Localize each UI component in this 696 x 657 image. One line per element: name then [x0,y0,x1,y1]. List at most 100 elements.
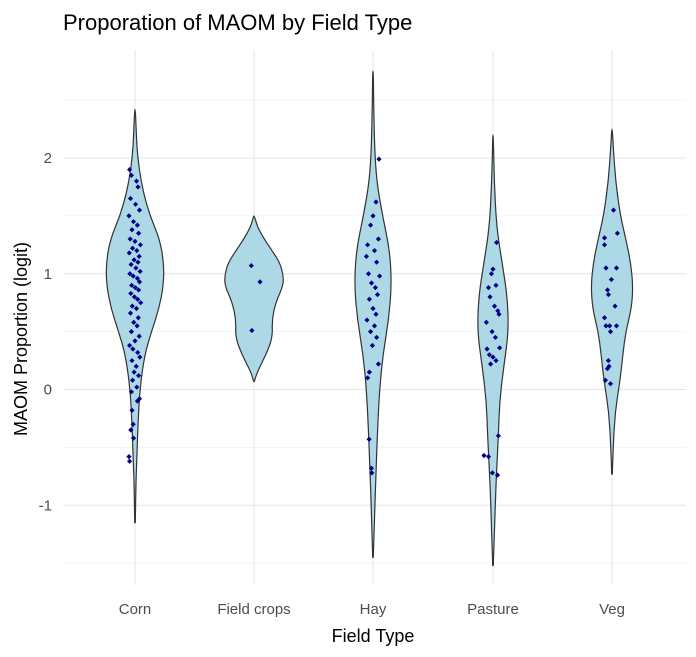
data-point [126,213,132,219]
data-point [132,338,138,344]
data-point [610,207,617,213]
data-point [137,268,143,275]
x-tick-label: Field crops [217,601,290,618]
data-point [136,253,142,259]
data-point [126,454,132,460]
violin-corn [105,108,165,524]
data-point [365,375,371,381]
data-point [365,271,372,277]
y-tick-label: 2 [44,150,52,167]
y-tick-label: 1 [44,266,52,283]
data-point [483,319,489,325]
data-point [132,285,138,291]
data-point [127,271,133,277]
data-point [602,377,608,383]
data-point [488,271,495,277]
data-point [485,285,492,291]
data-point [137,242,143,248]
data-point [133,201,139,207]
data-point [136,279,143,285]
data-point [374,291,381,298]
data-point [130,245,136,251]
data-point [133,265,139,271]
y-tick-label: -1 [39,497,52,514]
data-point [484,346,490,352]
data-point [368,222,374,228]
data-point [373,199,379,205]
data-point [493,282,499,288]
data-point [368,465,375,471]
data-point [603,323,609,329]
x-tick-label: Pasture [467,601,519,618]
y-tick-label: 0 [44,382,52,399]
data-point [129,303,135,309]
data-point [136,230,142,236]
data-point [127,310,134,316]
data-point [489,470,495,476]
data-point [131,257,137,263]
data-point [129,282,135,288]
violins-layer [105,70,634,566]
data-point [366,296,372,302]
data-point [606,363,612,369]
data-point [133,178,140,184]
x-tick-label: Veg [599,601,625,618]
violin-hay [354,70,392,558]
data-point [371,248,378,254]
data-point [493,357,499,364]
data-point [368,329,374,335]
data-point [135,315,141,321]
data-point [127,236,133,242]
data-point [490,266,496,272]
data-point [128,261,134,268]
data-point [130,273,136,279]
data-point [364,317,370,323]
data-point [127,166,133,173]
data-point [134,248,140,254]
data-point [137,354,143,360]
data-point [130,421,136,427]
data-point [490,354,496,360]
data-point [613,323,620,329]
violin-field-crops [224,215,284,382]
data-point [369,470,375,476]
data-point [605,357,611,364]
data-point [487,294,493,300]
x-tick-label: Corn [119,601,152,618]
x-tick-label: Hay [360,601,387,618]
data-point [128,290,134,297]
x-axis-title: Field Type [332,626,415,646]
data-point [612,303,618,309]
data-point [130,219,137,225]
data-point [130,346,136,352]
data-point [132,238,138,244]
data-point [605,291,611,298]
data-point [134,323,140,329]
data-point [127,195,134,202]
data-point [485,454,492,460]
data-point [130,377,136,383]
data-point [368,280,375,286]
data-point [607,329,614,335]
data-point [608,276,614,283]
data-point [613,265,620,271]
data-point [131,294,137,300]
data-point [601,235,608,241]
data-point [366,369,372,375]
data-point [601,315,608,321]
y-axis-ticks: -1 0 1 2 [39,150,52,514]
data-point [604,287,611,293]
data-point [488,361,494,367]
data-point [129,227,135,233]
data-point [136,287,142,293]
data-point [373,311,379,317]
data-point [607,323,613,329]
data-point [481,452,487,459]
data-point [496,311,502,317]
points-layer [126,156,620,478]
data-point [134,384,140,390]
data-point [134,222,140,228]
data-point [134,275,140,281]
y-axis-title: MAOM Proportion (logit) [11,242,31,436]
violin-pasture [477,134,509,566]
